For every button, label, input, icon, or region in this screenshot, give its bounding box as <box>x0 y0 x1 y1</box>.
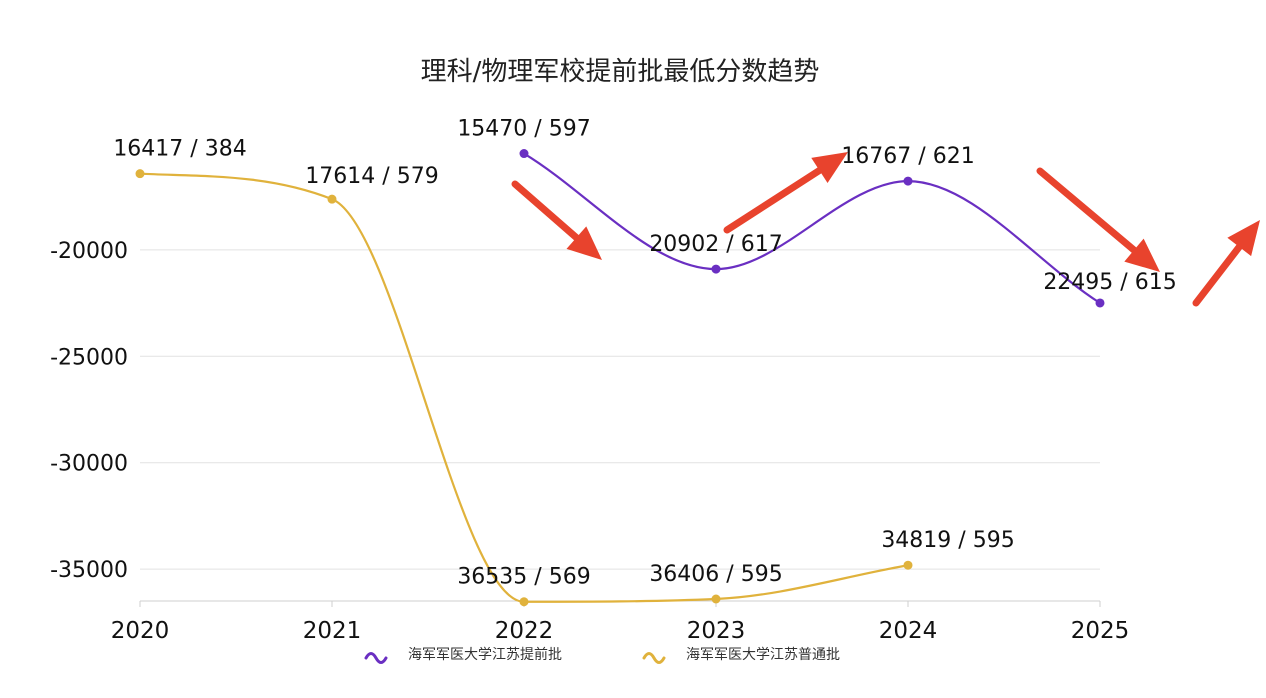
trend-arrow <box>511 180 602 260</box>
arrow-shaft <box>1192 243 1243 307</box>
legend-swatch-icon <box>364 652 388 664</box>
arrow-head <box>566 226 602 260</box>
trend-arrow <box>1192 220 1260 307</box>
data-label: 34819 / 595 <box>881 528 1014 553</box>
series-lines <box>135 149 1105 607</box>
y-axis-ticks: -20000 -25000 -30000 -35000 <box>50 239 128 583</box>
arrow-shaft <box>1036 167 1138 254</box>
arrow-shaft <box>723 166 823 234</box>
data-label: 36535 / 569 <box>457 565 590 590</box>
data-point-gold <box>903 560 913 570</box>
data-point-gold <box>327 194 337 204</box>
series-line-gold <box>139 172 909 603</box>
trend-arrow <box>723 152 848 234</box>
data-label: 20902 / 617 <box>649 232 782 257</box>
trend-arrow <box>1036 167 1160 272</box>
arrow-head <box>1227 220 1260 257</box>
arrow-shaft <box>511 180 580 242</box>
y-tick-label: -25000 <box>50 345 128 370</box>
legend-swatch-icon <box>642 652 666 664</box>
arrow-head <box>1124 238 1160 272</box>
legend[interactable]: 海军军医大学江苏提前批 海军军医大学江苏普通批 <box>364 646 840 664</box>
data-label: 16767 / 621 <box>841 144 974 169</box>
data-point-gold <box>711 594 721 604</box>
x-tick-label: 2021 <box>303 618 362 644</box>
data-point-purple <box>711 264 721 274</box>
data-label: 22495 / 615 <box>1043 270 1176 295</box>
data-label: 15470 / 597 <box>457 117 590 142</box>
series-line-purple <box>523 152 1101 304</box>
data-point-purple <box>519 149 529 159</box>
data-label: 36406 / 595 <box>649 562 782 587</box>
legend-label: 海军军医大学江苏普通批 <box>686 647 840 663</box>
x-axis-ticks: 2020 2021 2022 2023 2024 2025 <box>111 601 1130 644</box>
legend-label: 海军军医大学江苏提前批 <box>408 646 562 663</box>
arrow-head <box>811 152 848 184</box>
x-tick-label: 2022 <box>495 618 554 644</box>
data-point-gold <box>519 597 529 607</box>
chart-title: 理科/物理军校提前批最低分数趋势 <box>421 57 820 87</box>
x-tick-label: 2023 <box>687 618 746 644</box>
x-tick-label: 2020 <box>111 618 170 644</box>
y-tick-label: -20000 <box>50 239 128 264</box>
y-tick-label: -30000 <box>50 452 128 477</box>
data-point-gold <box>135 169 145 179</box>
legend-item-purple[interactable]: 海军军医大学江苏提前批 <box>364 646 562 664</box>
x-tick-label: 2025 <box>1071 618 1130 644</box>
annotation-arrows <box>511 152 1260 307</box>
data-point-purple <box>1095 298 1105 308</box>
data-point-purple <box>903 176 913 186</box>
x-tick-label: 2024 <box>879 618 938 644</box>
data-label: 16417 / 384 <box>113 137 246 162</box>
y-tick-label: -35000 <box>50 558 128 583</box>
data-label: 17614 / 579 <box>305 164 438 189</box>
data-labels: 15470 / 597 20902 / 617 16767 / 621 22495 /… <box>113 117 1176 590</box>
legend-item-gold[interactable]: 海军军医大学江苏普通批 <box>642 647 840 664</box>
